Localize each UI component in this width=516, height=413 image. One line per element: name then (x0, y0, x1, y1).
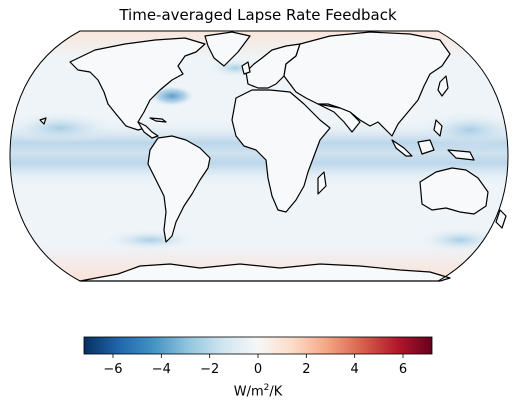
borneo (417, 139, 435, 155)
colorbar-tick-label: 0 (254, 362, 262, 377)
north-america (69, 37, 206, 131)
central-america (137, 121, 159, 139)
southern-pacific-negative-patch (105, 230, 195, 250)
gulf-stream-negative-patch (150, 86, 194, 106)
west-pacific-negative-patch (420, 112, 508, 148)
japan (437, 75, 449, 97)
alaska-islands (39, 117, 47, 125)
colorbar-tick-label: 4 (351, 362, 359, 377)
cuba (149, 117, 167, 123)
africa (231, 89, 331, 213)
philippines (433, 119, 443, 137)
unit-superscript: 2 (263, 383, 270, 393)
arabia-india-outline (317, 103, 361, 133)
greenland (204, 31, 251, 67)
new-zealand (495, 209, 507, 229)
colorbar-unit-label: W/m2/K (0, 383, 516, 399)
colorbar-tick-label: −2 (200, 362, 219, 377)
south-america (147, 135, 211, 243)
colorbar: −6 −4 −2 0 2 4 6 (83, 336, 433, 377)
colorbar-gradient (83, 336, 433, 355)
pacific-negative-patch (10, 112, 115, 144)
british-isles (241, 61, 251, 75)
unit-suffix: /K (269, 384, 283, 400)
map-title: Time-averaged Lapse Rate Feedback (119, 6, 397, 24)
southern-ocean-negative-patch (420, 228, 500, 252)
globe-outline (9, 30, 509, 282)
asia (283, 31, 451, 137)
colorbar-tick-label: 6 (399, 362, 407, 377)
new-guinea (447, 149, 475, 161)
madagascar (317, 171, 327, 195)
sumatra (391, 139, 413, 157)
colorbar-tick-label: −4 (152, 362, 171, 377)
colorbar-tick-label: −6 (103, 362, 122, 377)
coastlines (39, 31, 507, 282)
colorbar-tick-label: 2 (302, 362, 310, 377)
australia (419, 167, 489, 215)
unit-prefix: W/m (233, 384, 264, 400)
colorbar-ticks: −6 −4 −2 0 2 4 6 (103, 354, 407, 377)
